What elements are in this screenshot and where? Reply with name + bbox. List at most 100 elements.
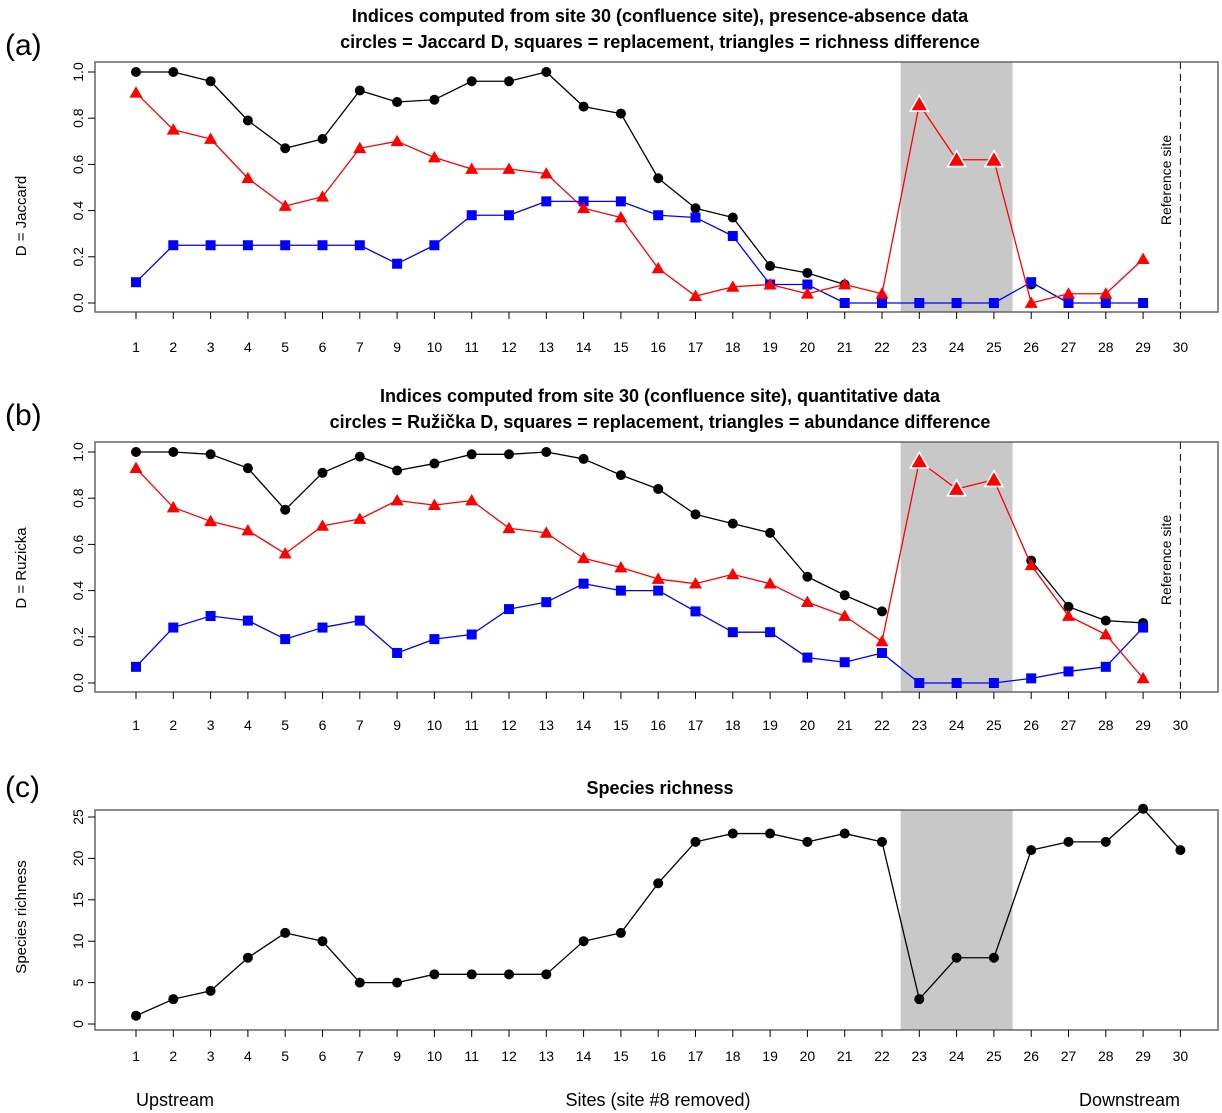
series-line: [135, 92, 174, 131]
y-tick-label: 0.0: [70, 673, 86, 693]
triangle-point: [427, 150, 441, 163]
x-tick-label: 25: [986, 1048, 1002, 1064]
x-tick-label: 6: [319, 1048, 327, 1064]
series-line: [620, 200, 659, 216]
circle-point: [504, 76, 514, 87]
triangle-point: [689, 289, 702, 301]
square-point: [877, 298, 887, 308]
series-line: [1030, 560, 1070, 608]
reference-site-label: Reference site: [1158, 515, 1174, 605]
series-line: [658, 578, 696, 585]
triangle-point: [651, 261, 665, 274]
downstream-label: Downstream: [1079, 1090, 1180, 1110]
series-line: [322, 518, 360, 527]
x-tick-label: 1: [132, 1048, 140, 1064]
square-point: [727, 231, 738, 242]
x-tick-label: 27: [1061, 717, 1077, 733]
panel-label: (a): [5, 29, 42, 62]
square-point: [541, 196, 552, 207]
triangle-point: [465, 494, 479, 506]
series-line: [173, 129, 211, 140]
series-line: [434, 633, 472, 640]
series-line: [396, 973, 435, 984]
triangle-point: [427, 498, 441, 511]
y-tick-label: 0.8: [70, 108, 86, 128]
circle-point: [317, 467, 328, 478]
square-point: [354, 240, 365, 251]
triangle-point: [1062, 609, 1075, 621]
panel-label: (b): [5, 399, 42, 432]
x-tick-label: 17: [688, 339, 704, 355]
triangle-point: [316, 519, 329, 531]
series-line: [508, 451, 547, 455]
series-line: [1031, 293, 1069, 304]
circle-point: [690, 509, 701, 520]
square-point: [615, 196, 626, 207]
series-line: [993, 281, 1032, 304]
x-tick-label: 18: [725, 717, 741, 733]
square-point: [131, 277, 141, 288]
circle-point: [168, 447, 179, 457]
triangle-point: [390, 494, 404, 506]
chart-subtitle: circles = Jaccard D, squares = replaceme…: [340, 32, 980, 52]
triangle-point: [1136, 671, 1150, 684]
series-line: [732, 217, 771, 267]
series-line: [434, 80, 472, 101]
series-line: [545, 532, 584, 559]
x-tick-label: 28: [1098, 1048, 1114, 1064]
plot-frame: [94, 441, 1219, 693]
series-line: [508, 601, 547, 610]
series-line: [173, 451, 211, 455]
square-series: [131, 578, 1149, 688]
x-tick-label: 3: [207, 1048, 215, 1064]
series-line: [918, 103, 958, 161]
triangle-point: [316, 190, 329, 202]
series-line: [508, 168, 547, 175]
square-point: [839, 298, 850, 308]
series-line: [210, 80, 249, 121]
circle-point: [354, 451, 365, 462]
x-tick-label: 21: [837, 1048, 853, 1064]
circle-point: [242, 952, 253, 963]
series-line: [695, 216, 734, 237]
square-point: [951, 678, 962, 688]
triangle-point: [651, 572, 665, 584]
circle-point: [578, 936, 589, 947]
square-point: [466, 629, 477, 640]
series-line: [657, 177, 696, 209]
square-point: [914, 678, 925, 688]
series-line: [508, 71, 547, 82]
x-tick-label: 9: [393, 339, 401, 355]
circle-point: [429, 94, 440, 105]
series-line: [732, 235, 771, 285]
circle-point: [988, 952, 999, 963]
circle-point: [1100, 615, 1111, 626]
panel-b: 0.00.20.40.60.81.01 2 3 4 5 6 7 9 10 11 12 13 14 15 16…: [5, 386, 1219, 733]
circle-point: [354, 977, 365, 988]
series-line: [1105, 634, 1144, 679]
series-line: [247, 932, 286, 959]
x-tick-label: 27: [1061, 1048, 1077, 1064]
circle-point: [392, 465, 403, 476]
triangle-point: [1024, 296, 1038, 308]
square-point: [988, 678, 999, 688]
x-tick-label: 29: [1135, 717, 1151, 733]
series-line: [1031, 670, 1069, 680]
series-line: [807, 601, 845, 617]
series-line: [695, 207, 733, 219]
triangle-point: [539, 167, 553, 179]
x-tick-label: 28: [1098, 717, 1114, 733]
circle-point: [765, 261, 776, 272]
circle-point: [242, 115, 253, 126]
series-line: [769, 583, 808, 603]
circle-point: [690, 836, 701, 847]
reference-site-label: Reference site: [1158, 135, 1174, 225]
chart-title: Indices computed from site 30 (confluenc…: [352, 6, 969, 26]
x-tick-label: 28: [1098, 339, 1114, 355]
square-point: [280, 240, 291, 251]
series-line: [807, 656, 845, 663]
series-line: [397, 99, 435, 103]
x-tick-label: 11: [464, 717, 479, 733]
circle-point: [914, 994, 925, 1005]
